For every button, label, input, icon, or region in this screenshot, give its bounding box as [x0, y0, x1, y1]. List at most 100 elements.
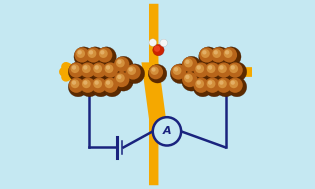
- Circle shape: [91, 62, 107, 78]
- Circle shape: [103, 62, 118, 78]
- Circle shape: [193, 77, 213, 97]
- Circle shape: [184, 74, 193, 83]
- Circle shape: [227, 77, 243, 93]
- Circle shape: [208, 81, 212, 85]
- Circle shape: [93, 64, 102, 73]
- Circle shape: [224, 49, 232, 58]
- Circle shape: [114, 56, 133, 76]
- Circle shape: [69, 62, 84, 78]
- Circle shape: [85, 47, 105, 67]
- Circle shape: [129, 67, 133, 72]
- Circle shape: [80, 77, 99, 97]
- Circle shape: [195, 64, 204, 73]
- Circle shape: [153, 117, 181, 146]
- Circle shape: [199, 47, 215, 63]
- Circle shape: [193, 62, 209, 78]
- Circle shape: [153, 44, 164, 56]
- Circle shape: [216, 62, 235, 82]
- Circle shape: [72, 65, 76, 70]
- Circle shape: [106, 81, 110, 85]
- Circle shape: [69, 77, 84, 93]
- Circle shape: [231, 81, 235, 85]
- Circle shape: [125, 64, 141, 80]
- Circle shape: [216, 62, 232, 78]
- Circle shape: [152, 67, 156, 72]
- Circle shape: [91, 77, 107, 93]
- Circle shape: [114, 72, 129, 87]
- Circle shape: [227, 62, 247, 82]
- Circle shape: [149, 39, 157, 46]
- Circle shape: [216, 77, 235, 97]
- Circle shape: [93, 79, 102, 88]
- Circle shape: [68, 62, 88, 82]
- Circle shape: [210, 47, 226, 63]
- Circle shape: [76, 49, 85, 58]
- Circle shape: [150, 67, 159, 75]
- Circle shape: [154, 46, 160, 52]
- Circle shape: [103, 77, 118, 93]
- Circle shape: [97, 47, 112, 63]
- Circle shape: [204, 77, 224, 97]
- Circle shape: [174, 67, 178, 72]
- Circle shape: [229, 64, 238, 73]
- Circle shape: [105, 79, 113, 88]
- Circle shape: [99, 49, 108, 58]
- Circle shape: [106, 65, 110, 70]
- Circle shape: [227, 62, 243, 78]
- Circle shape: [225, 50, 229, 55]
- Circle shape: [83, 81, 88, 85]
- Circle shape: [83, 65, 88, 70]
- Circle shape: [149, 65, 163, 79]
- Circle shape: [182, 56, 201, 76]
- Circle shape: [218, 64, 227, 73]
- Circle shape: [91, 77, 111, 97]
- Circle shape: [94, 81, 99, 85]
- Circle shape: [204, 62, 224, 82]
- Circle shape: [97, 47, 116, 67]
- Circle shape: [127, 66, 136, 75]
- Circle shape: [80, 62, 95, 78]
- Circle shape: [173, 66, 181, 75]
- Circle shape: [182, 71, 201, 91]
- Circle shape: [199, 47, 218, 67]
- Circle shape: [114, 71, 133, 91]
- Circle shape: [71, 64, 79, 73]
- Circle shape: [212, 49, 221, 58]
- Circle shape: [88, 49, 96, 58]
- Circle shape: [74, 47, 90, 63]
- Circle shape: [219, 81, 224, 85]
- Circle shape: [91, 62, 111, 82]
- Circle shape: [219, 65, 224, 70]
- Circle shape: [160, 39, 168, 47]
- Circle shape: [86, 47, 101, 63]
- Circle shape: [102, 62, 122, 82]
- Circle shape: [216, 77, 232, 93]
- Circle shape: [100, 50, 105, 55]
- Circle shape: [229, 79, 238, 88]
- Circle shape: [195, 79, 204, 88]
- Circle shape: [117, 60, 122, 64]
- Circle shape: [82, 64, 91, 73]
- Circle shape: [185, 75, 190, 79]
- Circle shape: [116, 74, 125, 83]
- Circle shape: [80, 62, 99, 82]
- Circle shape: [80, 77, 95, 93]
- Circle shape: [94, 65, 99, 70]
- Circle shape: [102, 77, 122, 97]
- Circle shape: [148, 64, 167, 83]
- Circle shape: [89, 50, 93, 55]
- Circle shape: [71, 79, 79, 88]
- Circle shape: [185, 60, 190, 64]
- Circle shape: [105, 64, 113, 73]
- Circle shape: [193, 77, 209, 93]
- Text: A: A: [163, 126, 171, 136]
- Circle shape: [221, 47, 241, 67]
- Circle shape: [231, 65, 235, 70]
- Circle shape: [202, 50, 207, 55]
- Circle shape: [117, 75, 122, 79]
- Circle shape: [170, 64, 190, 84]
- Circle shape: [205, 62, 220, 78]
- Circle shape: [214, 50, 218, 55]
- Circle shape: [171, 64, 186, 80]
- Circle shape: [182, 57, 198, 72]
